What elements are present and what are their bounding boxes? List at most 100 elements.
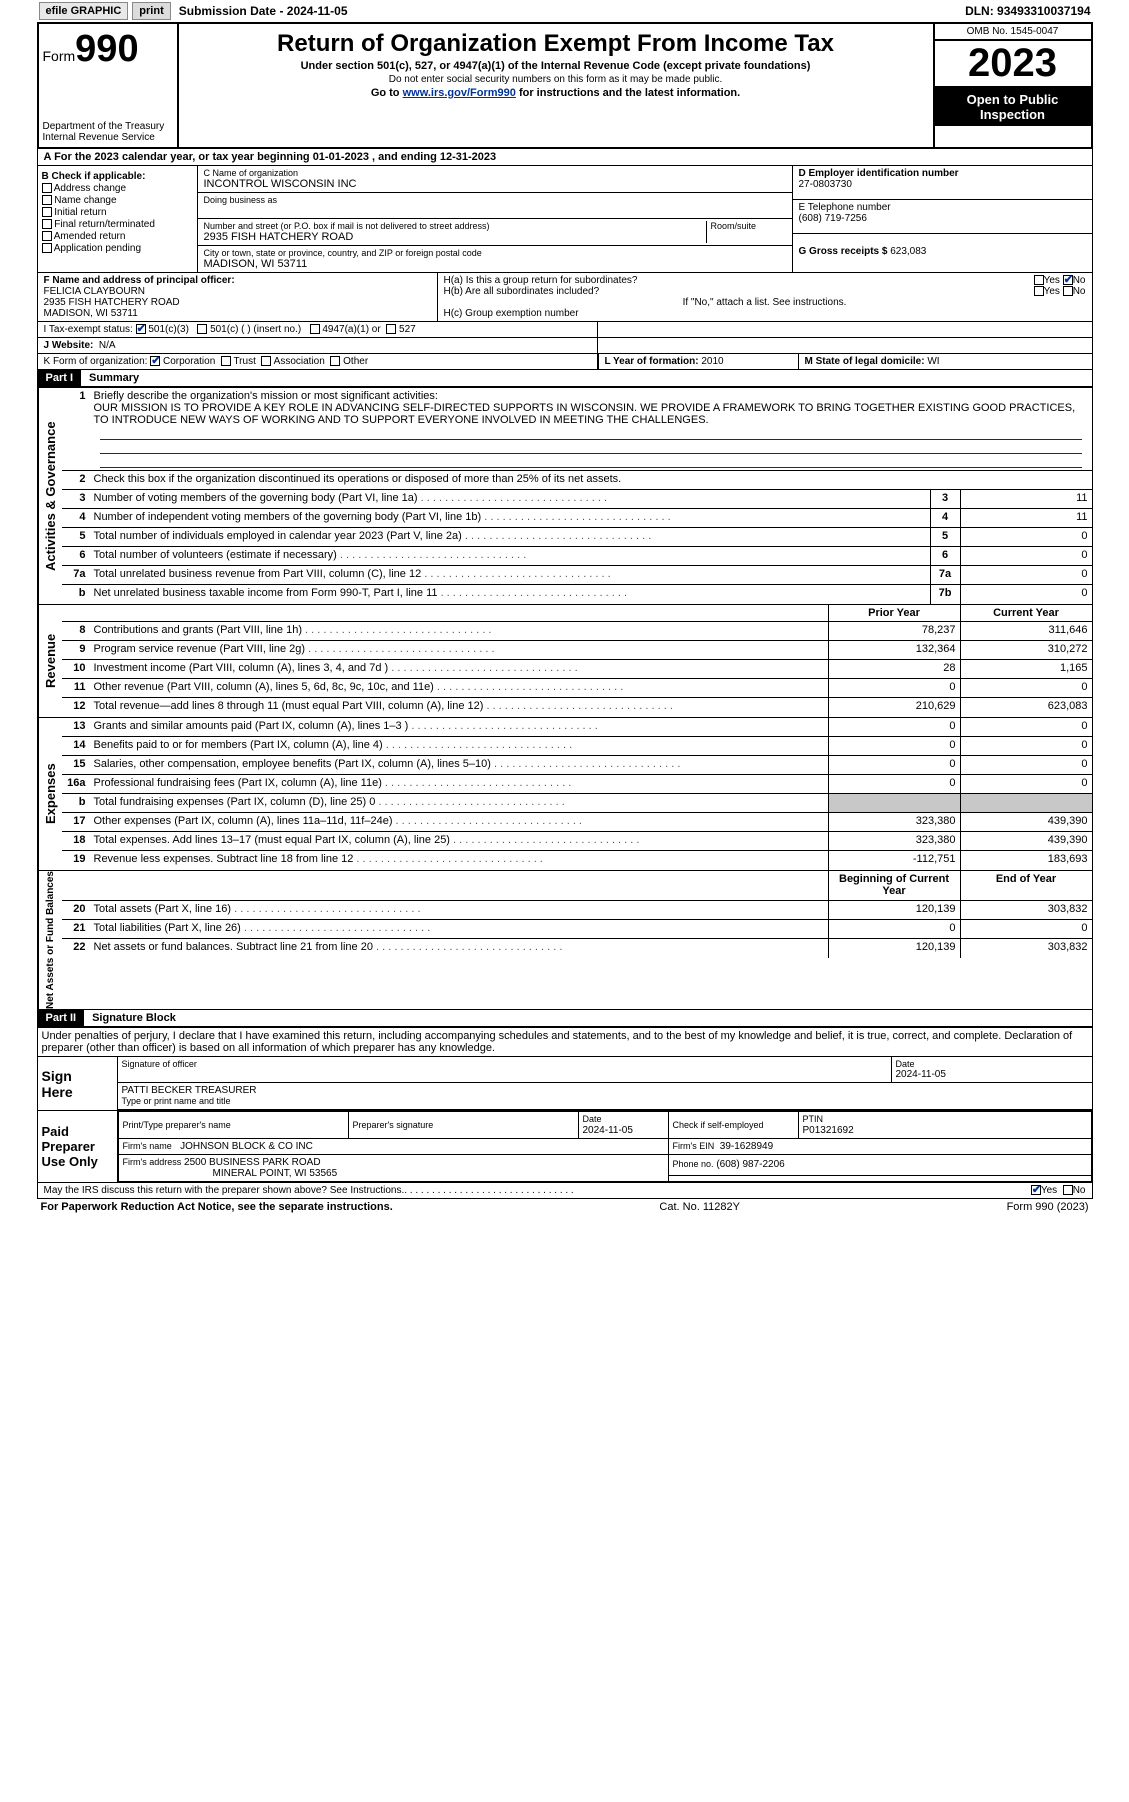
line-8: 8 Contributions and grants (Part VIII, l… — [62, 622, 1092, 641]
discuss-line: May the IRS discuss this return with the… — [38, 1183, 1092, 1198]
ptin: P01321692 — [803, 1125, 854, 1136]
line-20: 20 Total assets (Part X, line 16) 120,13… — [62, 901, 1092, 920]
chk-application-pending[interactable] — [42, 243, 52, 253]
chk-hb-yes[interactable] — [1034, 286, 1044, 296]
col-begin: Beginning of Current Year — [828, 871, 960, 900]
dln: DLN: 93493310037194 — [965, 4, 1090, 18]
col-prior: Prior Year — [828, 605, 960, 621]
box-c: C Name of organization INCONTROL WISCONS… — [198, 166, 792, 272]
part2-title: Signature Block — [92, 1012, 176, 1024]
form-word: Form — [43, 48, 76, 64]
chk-amended[interactable] — [42, 231, 52, 241]
line-7a: 7a Total unrelated business revenue from… — [62, 566, 1092, 585]
firm-addr2: MINERAL POINT, WI 53565 — [213, 1168, 338, 1179]
line-b: b Total fundraising expenses (Part IX, c… — [62, 794, 1092, 813]
line-9: 9 Program service revenue (Part VIII, li… — [62, 641, 1092, 660]
mission-text: OUR MISSION IS TO PROVIDE A KEY ROLE IN … — [94, 402, 1076, 426]
chk-discuss-yes[interactable] — [1031, 1185, 1041, 1195]
footer-left: For Paperwork Reduction Act Notice, see … — [41, 1201, 393, 1213]
part1-hdr: Part I — [38, 370, 82, 386]
chk-ha-yes[interactable] — [1034, 275, 1044, 285]
line-16a: 16a Professional fundraising fees (Part … — [62, 775, 1092, 794]
chk-assoc[interactable] — [261, 356, 271, 366]
line-17: 17 Other expenses (Part IX, column (A), … — [62, 813, 1092, 832]
side-governance: Activities & Governance — [38, 388, 62, 604]
instructions-link: Go to www.irs.gov/Form990 for instructio… — [187, 87, 925, 99]
line-3: 3 Number of voting members of the govern… — [62, 490, 1092, 509]
firm-ein: 39-1628949 — [720, 1141, 773, 1152]
firm-name: JOHNSON BLOCK & CO INC — [180, 1141, 313, 1152]
chk-ha-no[interactable] — [1063, 275, 1073, 285]
ssn-note: Do not enter social security numbers on … — [187, 74, 925, 85]
print-button[interactable]: print — [132, 2, 170, 20]
box-h: H(a) Is this a group return for subordin… — [438, 273, 1092, 321]
box-i: I Tax-exempt status: 501(c)(3) 501(c) ( … — [38, 322, 598, 337]
ein: 27-0803730 — [799, 179, 1086, 190]
line-12: 12 Total revenue—add lines 8 through 11 … — [62, 698, 1092, 717]
chk-address-change[interactable] — [42, 183, 52, 193]
line-13: 13 Grants and similar amounts paid (Part… — [62, 718, 1092, 737]
footer-cat: Cat. No. 11282Y — [659, 1201, 740, 1213]
chk-discuss-no[interactable] — [1063, 1185, 1073, 1195]
side-revenue: Revenue — [38, 605, 62, 717]
website: N/A — [99, 340, 116, 351]
col-end: End of Year — [960, 871, 1092, 900]
box-f: F Name and address of principal officer:… — [38, 273, 438, 321]
org-city: MADISON, WI 53711 — [204, 258, 786, 270]
line-22: 22 Net assets or fund balances. Subtract… — [62, 939, 1092, 958]
box-b: B Check if applicable: Address change Na… — [38, 166, 198, 272]
toolbar: efile GRAPHIC print Submission Date - 20… — [37, 0, 1093, 22]
form-subtitle: Under section 501(c), 527, or 4947(a)(1)… — [187, 60, 925, 72]
side-expenses: Expenses — [38, 718, 62, 870]
form-header: Form990 Department of the Treasury Inter… — [37, 22, 1093, 147]
side-net-assets: Net Assets or Fund Balances — [38, 871, 62, 1009]
line-4: 4 Number of independent voting members o… — [62, 509, 1092, 528]
chk-hb-no[interactable] — [1063, 286, 1073, 296]
chk-4947[interactable] — [310, 324, 320, 334]
form-title: Return of Organization Exempt From Incom… — [187, 30, 925, 58]
chk-initial-return[interactable] — [42, 207, 52, 217]
org-name: INCONTROL WISCONSIN INC — [204, 178, 786, 190]
box-deg: D Employer identification number 27-0803… — [792, 166, 1092, 272]
part1-title: Summary — [89, 372, 139, 384]
sign-date: 2024-11-05 — [896, 1069, 946, 1080]
form-number: 990 — [75, 28, 138, 70]
efile-button[interactable]: efile GRAPHIC — [39, 2, 129, 20]
box-l: L Year of formation: 2010 — [598, 354, 798, 369]
chk-name-change[interactable] — [42, 195, 52, 205]
line-10: 10 Investment income (Part VIII, column … — [62, 660, 1092, 679]
firm-addr1: 2500 BUSINESS PARK ROAD — [184, 1157, 321, 1168]
omb-number: OMB No. 1545-0047 — [935, 24, 1091, 41]
line-15: 15 Salaries, other compensation, employe… — [62, 756, 1092, 775]
prep-date: 2024-11-05 — [583, 1125, 633, 1136]
gross-receipts: 623,083 — [890, 246, 926, 257]
perjury-text: Under penalties of perjury, I declare th… — [37, 1028, 1093, 1057]
org-address: 2935 FISH HATCHERY ROAD — [204, 231, 706, 243]
chk-other[interactable] — [330, 356, 340, 366]
line-b: b Net unrelated business taxable income … — [62, 585, 1092, 604]
dept-treasury: Department of the Treasury Internal Reve… — [43, 121, 173, 143]
box-k: K Form of organization: Corporation Trus… — [38, 354, 598, 369]
phone: (608) 719-7256 — [799, 213, 1086, 224]
chk-501c[interactable] — [197, 324, 207, 334]
chk-trust[interactable] — [221, 356, 231, 366]
line-5: 5 Total number of individuals employed i… — [62, 528, 1092, 547]
chk-corp[interactable] — [150, 356, 160, 366]
line-14: 14 Benefits paid to or for members (Part… — [62, 737, 1092, 756]
line-11: 11 Other revenue (Part VIII, column (A),… — [62, 679, 1092, 698]
chk-501c3[interactable] — [136, 324, 146, 334]
irs-link[interactable]: www.irs.gov/Form990 — [403, 87, 516, 99]
line-21: 21 Total liabilities (Part X, line 26) 0… — [62, 920, 1092, 939]
public-inspection: Open to Public Inspection — [935, 88, 1091, 126]
chk-final-return[interactable] — [42, 219, 52, 229]
chk-527[interactable] — [386, 324, 396, 334]
box-m: M State of legal domicile: WI — [798, 354, 1092, 369]
footer-form: Form 990 (2023) — [1007, 1201, 1089, 1213]
officer-signature-name: PATTI BECKER TREASURER — [122, 1085, 257, 1096]
tax-year: 2023 — [935, 41, 1091, 88]
part2-hdr: Part II — [38, 1010, 85, 1026]
period-line: A For the 2023 calendar year, or tax yea… — [37, 147, 1093, 166]
line-19: 19 Revenue less expenses. Subtract line … — [62, 851, 1092, 870]
line-6: 6 Total number of volunteers (estimate i… — [62, 547, 1092, 566]
officer-name: FELICIA CLAYBOURN — [44, 286, 146, 297]
